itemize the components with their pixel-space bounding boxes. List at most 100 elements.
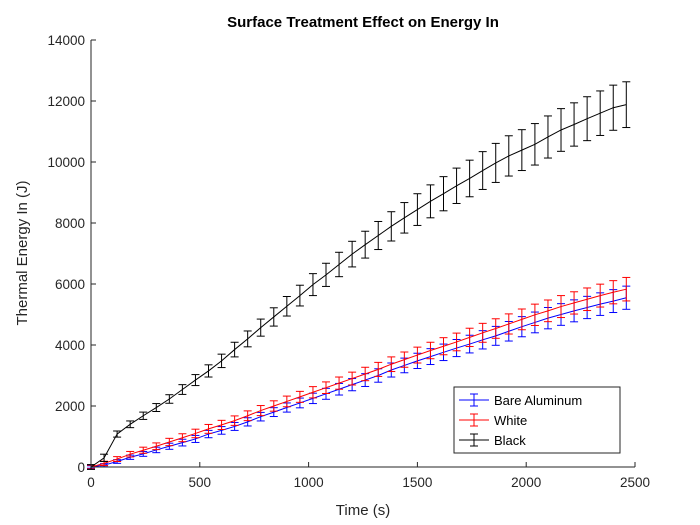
error-bar xyxy=(243,410,252,422)
y-tick-label: 8000 xyxy=(55,216,85,231)
x-tick-label: 1000 xyxy=(294,475,324,490)
error-bar xyxy=(335,251,344,278)
legend-label: White xyxy=(494,413,527,428)
error-bar xyxy=(439,337,448,356)
y-tick-label: 4000 xyxy=(55,338,85,353)
error-bar xyxy=(217,353,226,369)
error-bar xyxy=(152,442,161,451)
error-bar xyxy=(152,403,161,412)
error-bar xyxy=(530,123,539,166)
error-bar xyxy=(348,240,357,268)
error-bar xyxy=(400,351,409,368)
error-bar xyxy=(387,211,396,242)
legend-item-0: Bare Aluminum xyxy=(459,393,582,408)
y-tick-label: 0 xyxy=(77,460,85,475)
y-tick-label: 12000 xyxy=(47,94,85,109)
legend-label: Black xyxy=(494,433,526,448)
error-bar xyxy=(322,262,331,287)
error-bar xyxy=(243,330,252,348)
y-tick-label: 2000 xyxy=(55,399,85,414)
error-bar xyxy=(622,81,631,129)
error-bar xyxy=(139,411,148,420)
error-bar xyxy=(348,371,357,386)
error-bar xyxy=(583,287,592,312)
series-layer xyxy=(87,81,631,470)
error-bar xyxy=(374,220,383,251)
error-bar xyxy=(165,437,174,447)
error-bar xyxy=(517,129,526,172)
error-bar xyxy=(295,284,304,307)
error-bar xyxy=(282,395,291,408)
error-bar xyxy=(217,419,226,430)
y-tick-label: 6000 xyxy=(55,277,85,292)
error-bar xyxy=(387,356,396,373)
error-bar xyxy=(191,374,200,387)
error-bar xyxy=(361,230,370,259)
series-line xyxy=(90,288,627,468)
error-bar xyxy=(504,135,513,177)
error-bar xyxy=(439,176,448,212)
error-bar xyxy=(308,386,317,399)
error-bar xyxy=(165,394,174,404)
error-bar xyxy=(126,420,135,429)
legend-label: Bare Aluminum xyxy=(494,393,582,408)
x-tick-label: 2500 xyxy=(620,475,650,490)
error-bar xyxy=(596,283,605,308)
error-bar xyxy=(491,318,500,339)
error-bar xyxy=(491,142,500,183)
error-bar xyxy=(452,167,461,204)
error-bar xyxy=(543,115,552,159)
error-bar xyxy=(295,390,304,403)
y-tick-label: 14000 xyxy=(47,33,85,48)
error-bar xyxy=(269,307,278,327)
error-bar xyxy=(426,184,435,219)
error-bar xyxy=(282,296,291,317)
x-tick-label: 1500 xyxy=(402,475,432,490)
error-bar xyxy=(622,276,631,302)
error-bar xyxy=(204,423,213,434)
x-tick-label: 2000 xyxy=(511,475,541,490)
error-bar xyxy=(400,202,409,234)
x-axis-label: Time (s) xyxy=(336,502,390,519)
error-bar xyxy=(413,193,422,226)
chart-title: Surface Treatment Effect on Energy In xyxy=(227,14,499,31)
series-line xyxy=(90,104,627,468)
error-bar xyxy=(308,273,317,297)
error-bar xyxy=(596,90,605,136)
error-bar xyxy=(452,332,461,352)
legend: Bare Aluminum White Black xyxy=(453,386,621,454)
error-bar xyxy=(583,96,592,142)
error-bar xyxy=(426,341,435,360)
error-bar xyxy=(204,364,213,378)
error-bar xyxy=(126,450,135,458)
error-bar xyxy=(335,376,344,390)
series-1 xyxy=(87,276,631,470)
series-2 xyxy=(87,81,631,470)
error-bar xyxy=(413,346,422,364)
error-bar xyxy=(570,102,579,147)
error-bar xyxy=(256,318,265,337)
error-bar xyxy=(543,299,552,323)
error-bar xyxy=(557,295,566,319)
error-bar xyxy=(465,159,474,198)
x-tick-label: 0 xyxy=(87,475,95,490)
axes: 0 500 1000 1500 2000 2500 0 2000 4000 6000 8000 100… xyxy=(47,33,650,490)
error-bar xyxy=(178,433,187,443)
error-bar xyxy=(609,280,618,305)
error-bar xyxy=(113,456,122,463)
error-bar xyxy=(230,415,239,426)
x-tick-label: 500 xyxy=(189,475,212,490)
error-bar xyxy=(178,384,187,395)
error-bar xyxy=(504,313,513,335)
error-bar xyxy=(530,303,539,326)
error-bar xyxy=(609,84,618,131)
error-bar xyxy=(374,361,383,377)
error-bar xyxy=(557,108,566,152)
error-bar xyxy=(361,366,370,382)
error-bar xyxy=(230,341,239,358)
error-bar xyxy=(191,428,200,439)
error-bar xyxy=(113,430,122,438)
error-bar xyxy=(478,151,487,190)
legend-item-1: White xyxy=(459,413,527,428)
